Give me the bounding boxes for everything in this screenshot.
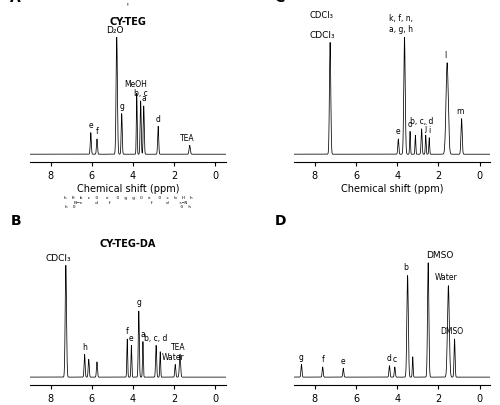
Text: l: l <box>444 51 446 60</box>
Text: o: o <box>408 120 412 129</box>
Text: CY-TEG: CY-TEG <box>110 17 146 27</box>
Text: TEA: TEA <box>170 343 186 352</box>
Text: d: d <box>387 354 392 363</box>
Text: e: e <box>341 357 345 366</box>
Text: D: D <box>274 214 286 228</box>
Text: f: f <box>322 356 324 364</box>
Text: Water: Water <box>162 353 184 362</box>
Text: h: h <box>82 343 87 352</box>
Text: CDCl₃: CDCl₃ <box>310 11 334 20</box>
Text: f: f <box>96 128 98 136</box>
Text: h  H  b  c  O   e   O  g  g  O  e   O  c  b  H  h
  N─s     d    f              : h H b c O e O g g O e O c b H h N─s d f <box>64 196 192 209</box>
Text: CY-TEG-DA: CY-TEG-DA <box>100 239 156 249</box>
Text: e: e <box>129 334 134 343</box>
Text: a: a <box>142 94 146 103</box>
Text: a: a <box>140 330 145 339</box>
Text: B: B <box>10 214 21 228</box>
Text: c: c <box>392 356 397 364</box>
Text: g: g <box>299 353 304 362</box>
Text: DMSO: DMSO <box>426 251 453 260</box>
X-axis label: Chemical shift (ppm): Chemical shift (ppm) <box>76 183 179 194</box>
Text: i: i <box>428 126 430 135</box>
Text: A: A <box>10 0 21 5</box>
Text: D₂O: D₂O <box>106 26 124 35</box>
Text: m: m <box>456 107 463 116</box>
Text: j: j <box>424 124 427 132</box>
Text: DMSO: DMSO <box>440 328 464 337</box>
Text: TEA: TEA <box>180 134 195 143</box>
Text: b, c: b, c <box>134 90 147 98</box>
Text: g: g <box>136 298 141 307</box>
Text: f: f <box>126 328 128 337</box>
Text: b: b <box>404 263 408 272</box>
Text: e: e <box>88 121 93 130</box>
Text: C: C <box>274 0 285 5</box>
Text: e: e <box>396 128 400 136</box>
Text: b, c, d: b, c, d <box>144 334 168 343</box>
X-axis label: Chemical shift (ppm): Chemical shift (ppm) <box>341 183 444 194</box>
Text: CDCl₃: CDCl₃ <box>46 254 71 263</box>
Text: d: d <box>156 115 160 124</box>
Text: CDCl₃: CDCl₃ <box>310 31 336 40</box>
Text: Water: Water <box>434 273 458 282</box>
Text: MeOH: MeOH <box>124 81 147 90</box>
Text: b, c, d: b, c, d <box>410 117 434 126</box>
Text: g: g <box>120 102 124 111</box>
Text: k, f, n,
a, g, h: k, f, n, a, g, h <box>390 14 413 34</box>
